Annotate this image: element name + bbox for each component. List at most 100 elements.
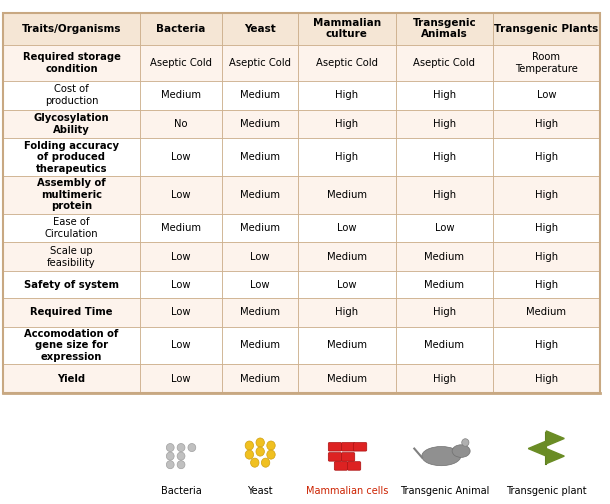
Bar <box>298 364 396 393</box>
Text: Room
Temperature: Room Temperature <box>515 52 578 74</box>
Bar <box>140 109 222 138</box>
Bar <box>222 176 298 214</box>
Bar <box>140 364 222 393</box>
Bar <box>493 271 600 298</box>
Text: Low: Low <box>251 280 270 290</box>
Bar <box>222 364 298 393</box>
Text: Yeast: Yeast <box>248 486 273 496</box>
Bar <box>222 109 298 138</box>
Text: Medium: Medium <box>240 341 280 350</box>
Text: Medium: Medium <box>327 190 367 200</box>
Bar <box>298 81 396 109</box>
Bar <box>396 109 493 138</box>
Text: High: High <box>336 119 359 129</box>
Text: Medium: Medium <box>161 90 201 100</box>
Bar <box>3 13 600 393</box>
Text: Medium: Medium <box>240 374 280 384</box>
Text: Medium: Medium <box>240 90 280 100</box>
Text: Medium: Medium <box>240 307 280 317</box>
Text: Medium: Medium <box>240 119 280 129</box>
Bar <box>396 298 493 327</box>
Text: Transgenic Plants: Transgenic Plants <box>494 24 598 34</box>
Text: Low: Low <box>171 341 191 350</box>
Text: High: High <box>535 374 558 384</box>
FancyBboxPatch shape <box>354 443 367 451</box>
Bar <box>493 138 600 176</box>
Text: High: High <box>432 374 456 384</box>
Ellipse shape <box>167 452 174 460</box>
Bar <box>493 176 600 214</box>
Bar <box>140 81 222 109</box>
Bar <box>396 45 493 81</box>
Bar <box>3 81 140 109</box>
Text: Cost of
production: Cost of production <box>45 84 98 106</box>
Text: High: High <box>535 119 558 129</box>
Bar <box>140 13 222 45</box>
Text: Medium: Medium <box>240 223 280 233</box>
Bar <box>222 138 298 176</box>
Bar <box>493 327 600 364</box>
Text: Low: Low <box>251 252 270 262</box>
Text: Low: Low <box>434 223 454 233</box>
Ellipse shape <box>267 441 275 450</box>
Ellipse shape <box>256 447 264 456</box>
Text: High: High <box>535 252 558 262</box>
FancyBboxPatch shape <box>334 462 348 470</box>
Bar <box>298 327 396 364</box>
Text: Safety of system: Safety of system <box>24 280 119 290</box>
FancyBboxPatch shape <box>328 443 342 451</box>
Text: Bacteria: Bacteria <box>160 486 201 496</box>
Bar <box>493 45 600 81</box>
Bar <box>140 176 222 214</box>
Polygon shape <box>547 449 564 464</box>
FancyBboxPatch shape <box>342 443 355 451</box>
Ellipse shape <box>245 450 254 459</box>
Bar <box>396 327 493 364</box>
Ellipse shape <box>462 438 469 447</box>
Bar <box>298 45 396 81</box>
Bar <box>140 327 222 364</box>
Text: Folding accuracy
of produced
therapeutics: Folding accuracy of produced therapeutic… <box>24 141 119 174</box>
Bar <box>298 138 396 176</box>
Text: Low: Low <box>171 374 191 384</box>
Ellipse shape <box>452 445 470 458</box>
Text: Transgenic plant: Transgenic plant <box>506 486 587 496</box>
Bar <box>396 81 493 109</box>
Bar <box>493 214 600 242</box>
Text: High: High <box>535 190 558 200</box>
Bar <box>3 214 140 242</box>
Bar <box>3 242 140 271</box>
Bar <box>3 298 140 327</box>
FancyBboxPatch shape <box>342 453 355 461</box>
Ellipse shape <box>177 461 185 469</box>
Ellipse shape <box>422 447 461 466</box>
Bar <box>222 242 298 271</box>
Text: Required Time: Required Time <box>30 307 113 317</box>
Text: High: High <box>336 307 359 317</box>
Text: Aseptic Cold: Aseptic Cold <box>414 58 475 68</box>
Text: High: High <box>535 223 558 233</box>
Text: Required storage
condition: Required storage condition <box>23 52 120 74</box>
Bar <box>298 176 396 214</box>
Text: Scale up
feasibility: Scale up feasibility <box>47 246 96 268</box>
Bar <box>222 214 298 242</box>
FancyBboxPatch shape <box>348 462 361 470</box>
Bar <box>493 81 600 109</box>
Bar <box>396 176 493 214</box>
Text: High: High <box>432 152 456 162</box>
Ellipse shape <box>167 444 174 452</box>
Text: Aseptic Cold: Aseptic Cold <box>229 58 291 68</box>
Bar <box>140 242 222 271</box>
Bar <box>3 271 140 298</box>
Text: Low: Low <box>537 90 556 100</box>
Ellipse shape <box>267 450 275 459</box>
Bar <box>3 138 140 176</box>
Ellipse shape <box>177 452 185 460</box>
Text: Medium: Medium <box>327 374 367 384</box>
Text: Medium: Medium <box>161 223 201 233</box>
Text: Medium: Medium <box>425 280 464 290</box>
Bar <box>222 271 298 298</box>
Text: Yeast: Yeast <box>245 24 276 34</box>
Text: Medium: Medium <box>526 307 566 317</box>
Bar <box>3 109 140 138</box>
